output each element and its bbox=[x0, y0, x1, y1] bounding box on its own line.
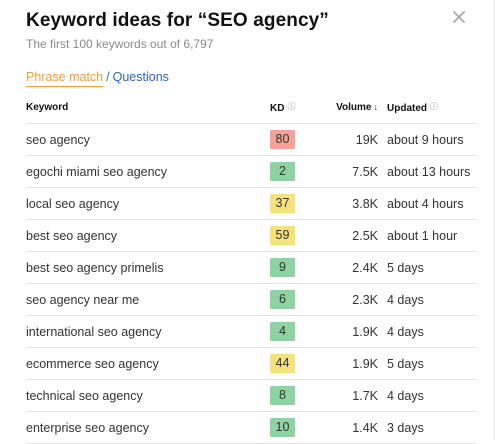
volume-cell: 7.5K bbox=[310, 155, 378, 188]
table-row[interactable]: enterprise seo agency 10 1.4K 3 days bbox=[26, 411, 476, 444]
volume-cell: 2.3K bbox=[310, 283, 378, 316]
kd-cell: 10 bbox=[270, 411, 310, 444]
keyword-table: Keyword KD ⓘ Volume ↓ Updated ⓘ seo agency 8… bbox=[26, 92, 476, 444]
kd-badge: 6 bbox=[270, 290, 295, 309]
kd-cell: 80 bbox=[270, 123, 310, 156]
table-row[interactable]: ecommerce seo agency 44 1.9K 5 days bbox=[26, 347, 476, 380]
keyword-cell[interactable]: international seo agency bbox=[26, 315, 270, 348]
kd-badge: 59 bbox=[270, 226, 295, 245]
kd-cell: 44 bbox=[270, 347, 310, 380]
tab-questions[interactable]: Questions bbox=[112, 70, 169, 84]
column-header-keyword: Keyword bbox=[26, 92, 270, 124]
column-header-updated-label: Updated bbox=[387, 103, 427, 114]
column-header-updated[interactable]: Updated ⓘ bbox=[378, 92, 476, 124]
kd-cell: 9 bbox=[270, 251, 310, 284]
table-row[interactable]: seo agency 80 19K about 9 hours bbox=[26, 123, 476, 156]
kd-badge: 10 bbox=[270, 418, 295, 437]
close-icon[interactable] bbox=[450, 8, 468, 26]
keyword-cell[interactable]: technical seo agency bbox=[26, 379, 270, 412]
table-row[interactable]: local seo agency 37 3.8K about 4 hours bbox=[26, 187, 476, 220]
volume-cell: 1.9K bbox=[310, 347, 378, 380]
keyword-cell[interactable]: seo agency bbox=[26, 123, 270, 156]
volume-cell: 3.8K bbox=[310, 187, 378, 220]
updated-cell: 5 days bbox=[378, 251, 476, 284]
keyword-cell[interactable]: best seo agency primelis bbox=[26, 251, 270, 284]
keyword-cell[interactable]: ecommerce seo agency bbox=[26, 347, 270, 380]
updated-cell: 4 days bbox=[378, 315, 476, 348]
column-header-keyword-label: Keyword bbox=[26, 102, 69, 113]
kd-badge: 44 bbox=[270, 354, 295, 373]
volume-cell: 1.4K bbox=[310, 411, 378, 444]
kd-cell: 4 bbox=[270, 315, 310, 348]
table-header-row: Keyword KD ⓘ Volume ↓ Updated ⓘ bbox=[26, 92, 476, 124]
updated-cell: 4 days bbox=[378, 283, 476, 316]
keyword-table-body: seo agency 80 19K about 9 hours egochi miami… bbox=[26, 123, 476, 444]
keyword-cell[interactable]: seo agency near me bbox=[26, 283, 270, 316]
tab-phrase-match[interactable]: Phrase match bbox=[26, 70, 104, 87]
panel-title: Keyword ideas for “SEO agency” bbox=[26, 10, 329, 31]
table-row[interactable]: technical seo agency 8 1.7K 4 days bbox=[26, 379, 476, 412]
match-tabs: Phrase match / Questions bbox=[26, 70, 169, 87]
kd-badge: 4 bbox=[270, 322, 295, 341]
keyword-cell[interactable]: best seo agency bbox=[26, 219, 270, 252]
tab-separator: / bbox=[106, 70, 110, 84]
kd-badge: 8 bbox=[270, 386, 295, 405]
table-row[interactable]: egochi miami seo agency 2 7.5K about 13 hou… bbox=[26, 155, 476, 188]
updated-cell: 3 days bbox=[378, 411, 476, 444]
column-header-kd-label: KD bbox=[270, 103, 285, 114]
volume-cell: 2.5K bbox=[310, 219, 378, 252]
column-header-kd[interactable]: KD ⓘ bbox=[270, 92, 310, 124]
panel-subtitle: The first 100 keywords out of 6,797 bbox=[26, 37, 214, 51]
kd-cell: 2 bbox=[270, 155, 310, 188]
updated-cell: 5 days bbox=[378, 347, 476, 380]
volume-cell: 1.9K bbox=[310, 315, 378, 348]
info-icon[interactable]: ⓘ bbox=[287, 102, 296, 111]
kd-badge: 37 bbox=[270, 194, 295, 213]
kd-cell: 8 bbox=[270, 379, 310, 412]
kd-cell: 6 bbox=[270, 283, 310, 316]
kd-badge: 9 bbox=[270, 258, 295, 277]
keyword-cell[interactable]: enterprise seo agency bbox=[26, 411, 270, 444]
table-row[interactable]: international seo agency 4 1.9K 4 days bbox=[26, 315, 476, 348]
table-row[interactable]: best seo agency 59 2.5K about 1 hour bbox=[26, 219, 476, 252]
kd-badge: 2 bbox=[270, 162, 295, 181]
arrow-down-icon[interactable]: ↓ bbox=[373, 102, 379, 112]
updated-cell: about 1 hour bbox=[378, 219, 476, 252]
column-header-volume[interactable]: Volume ↓ bbox=[310, 92, 378, 124]
updated-cell: about 13 hours bbox=[378, 155, 476, 188]
volume-cell: 1.7K bbox=[310, 379, 378, 412]
kd-cell: 37 bbox=[270, 187, 310, 220]
column-header-volume-label: Volume bbox=[336, 102, 372, 113]
keyword-cell[interactable]: local seo agency bbox=[26, 187, 270, 220]
kd-badge: 80 bbox=[270, 130, 295, 149]
updated-cell: about 9 hours bbox=[378, 123, 476, 156]
volume-cell: 2.4K bbox=[310, 251, 378, 284]
volume-cell: 19K bbox=[310, 123, 378, 156]
updated-cell: about 4 hours bbox=[378, 187, 476, 220]
info-icon[interactable]: ⓘ bbox=[430, 102, 438, 111]
kd-cell: 59 bbox=[270, 219, 310, 252]
updated-cell: 4 days bbox=[378, 379, 476, 412]
table-row[interactable]: seo agency near me 6 2.3K 4 days bbox=[26, 283, 476, 316]
keyword-cell[interactable]: egochi miami seo agency bbox=[26, 155, 270, 188]
table-row[interactable]: best seo agency primelis 9 2.4K 5 days bbox=[26, 251, 476, 284]
